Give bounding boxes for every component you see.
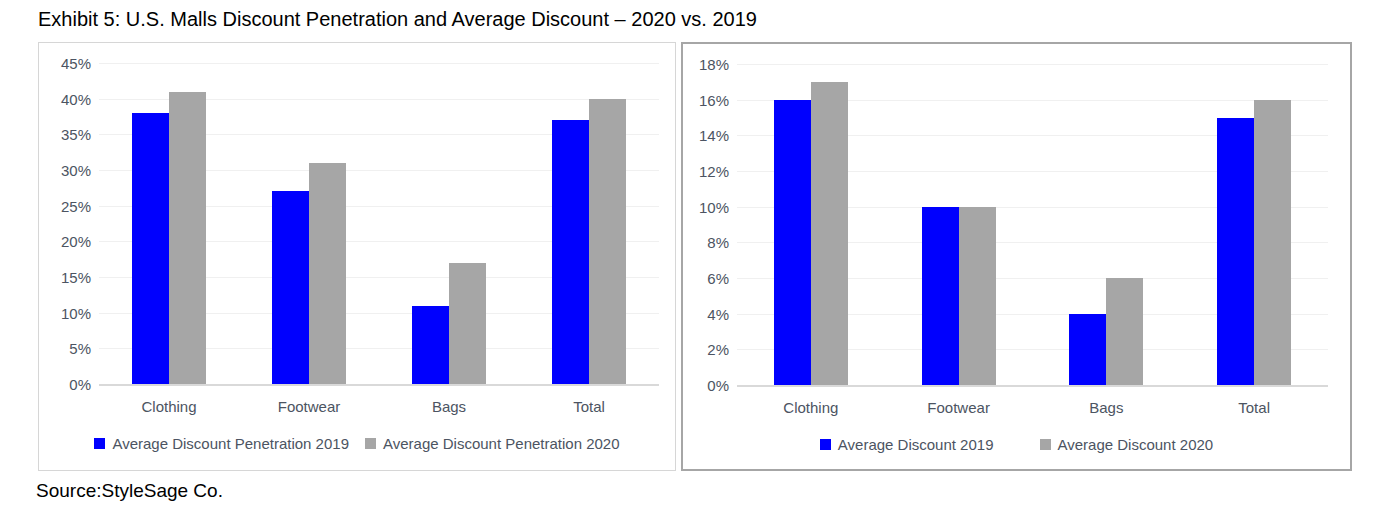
legend-item: Average Discount Penetration 2019 [94, 435, 349, 452]
exhibit-page: Exhibit 5: U.S. Malls Discount Penetrati… [0, 0, 1390, 528]
plot-area [99, 63, 659, 384]
bar [1217, 118, 1254, 386]
y-tick-label: 16% [699, 91, 729, 108]
bar-group-bags [1069, 278, 1143, 385]
y-tick-label: 10% [61, 304, 91, 321]
legend-swatch-icon [365, 438, 376, 449]
chart-legend: Average Discount 2019 Average Discount 20… [683, 436, 1350, 453]
x-axis-labels: Clothing Footwear Bags Total [99, 398, 659, 418]
y-tick-label: 5% [69, 340, 91, 357]
bar-group-clothing [132, 92, 206, 384]
legend-item: Average Discount 2020 [1040, 436, 1214, 453]
x-category-label: Total [573, 398, 605, 415]
legend-swatch-icon [1040, 439, 1051, 450]
chart-panel-average-discount: 0% 2% 4% 6% 8% 10% 12% 14% 16% 18% Clothing Footwe… [681, 42, 1352, 471]
legend-swatch-icon [94, 438, 105, 449]
y-tick-label: 25% [61, 197, 91, 214]
y-tick-label: 30% [61, 162, 91, 179]
bar-group-clothing [774, 82, 848, 385]
bar-group-total [1217, 100, 1291, 385]
bar [811, 82, 848, 385]
bar-group-footwear [922, 207, 996, 385]
y-tick-label: 12% [699, 163, 729, 180]
y-axis: 0%2%4%6%8%10%12%14%16%18% [683, 64, 737, 385]
y-tick-label: 35% [61, 126, 91, 143]
bar [922, 207, 959, 385]
y-tick-label: 18% [699, 56, 729, 73]
bar [132, 113, 169, 384]
x-axis-line [737, 385, 1328, 387]
x-category-label: Footwear [278, 398, 341, 415]
y-tick-label: 40% [61, 90, 91, 107]
plot-area [737, 64, 1328, 385]
bar [412, 306, 449, 384]
chart-legend: Average Discount Penetration 2019 Average… [39, 435, 675, 452]
bar [774, 100, 811, 385]
x-category-label: Total [1238, 399, 1270, 416]
bar [309, 163, 346, 384]
bar [589, 99, 626, 384]
y-tick-label: 10% [699, 198, 729, 215]
legend-label: Average Discount Penetration 2020 [383, 435, 620, 452]
legend-item: Average Discount 2019 [820, 436, 994, 453]
y-tick-label: 0% [69, 376, 91, 393]
x-category-label: Clothing [783, 399, 838, 416]
y-tick-label: 2% [707, 341, 729, 358]
x-category-label: Bags [432, 398, 466, 415]
bar [169, 92, 206, 384]
legend-swatch-icon [820, 439, 831, 450]
chart-panel-discount-penetration: 0% 5% 10% 15% 20% 25% 30% 35% 40% 45% Clothing Foo… [38, 42, 676, 471]
x-category-label: Clothing [141, 398, 196, 415]
bar-group-footwear [272, 163, 346, 384]
bar [1069, 314, 1106, 385]
y-tick-label: 4% [707, 305, 729, 322]
bar [552, 120, 589, 384]
y-tick-label: 0% [707, 377, 729, 394]
y-tick-label: 45% [61, 55, 91, 72]
gridline [737, 64, 1328, 65]
legend-label: Average Discount 2019 [838, 436, 994, 453]
y-tick-label: 15% [61, 269, 91, 286]
exhibit-title: Exhibit 5: U.S. Malls Discount Penetrati… [38, 6, 757, 32]
y-tick-label: 20% [61, 233, 91, 250]
bar [959, 207, 996, 385]
y-tick-label: 8% [707, 234, 729, 251]
bar [1106, 278, 1143, 385]
bar [1254, 100, 1291, 385]
bar [449, 263, 486, 384]
legend-item: Average Discount Penetration 2020 [365, 435, 620, 452]
x-axis-line [99, 384, 659, 386]
bar-group-total [552, 99, 626, 384]
x-category-label: Bags [1089, 399, 1123, 416]
source-attribution: Source:StyleSage Co. [36, 480, 223, 502]
y-tick-label: 14% [699, 127, 729, 144]
x-category-label: Footwear [927, 399, 990, 416]
legend-label: Average Discount Penetration 2019 [112, 435, 349, 452]
y-axis: 0%5%10%15%20%25%30%35%40%45% [39, 63, 99, 384]
x-axis-labels: Clothing Footwear Bags Total [737, 399, 1328, 419]
legend-label: Average Discount 2020 [1058, 436, 1214, 453]
bar [272, 191, 309, 384]
gridline [99, 63, 659, 64]
bar-group-bags [412, 263, 486, 384]
y-tick-label: 6% [707, 270, 729, 287]
